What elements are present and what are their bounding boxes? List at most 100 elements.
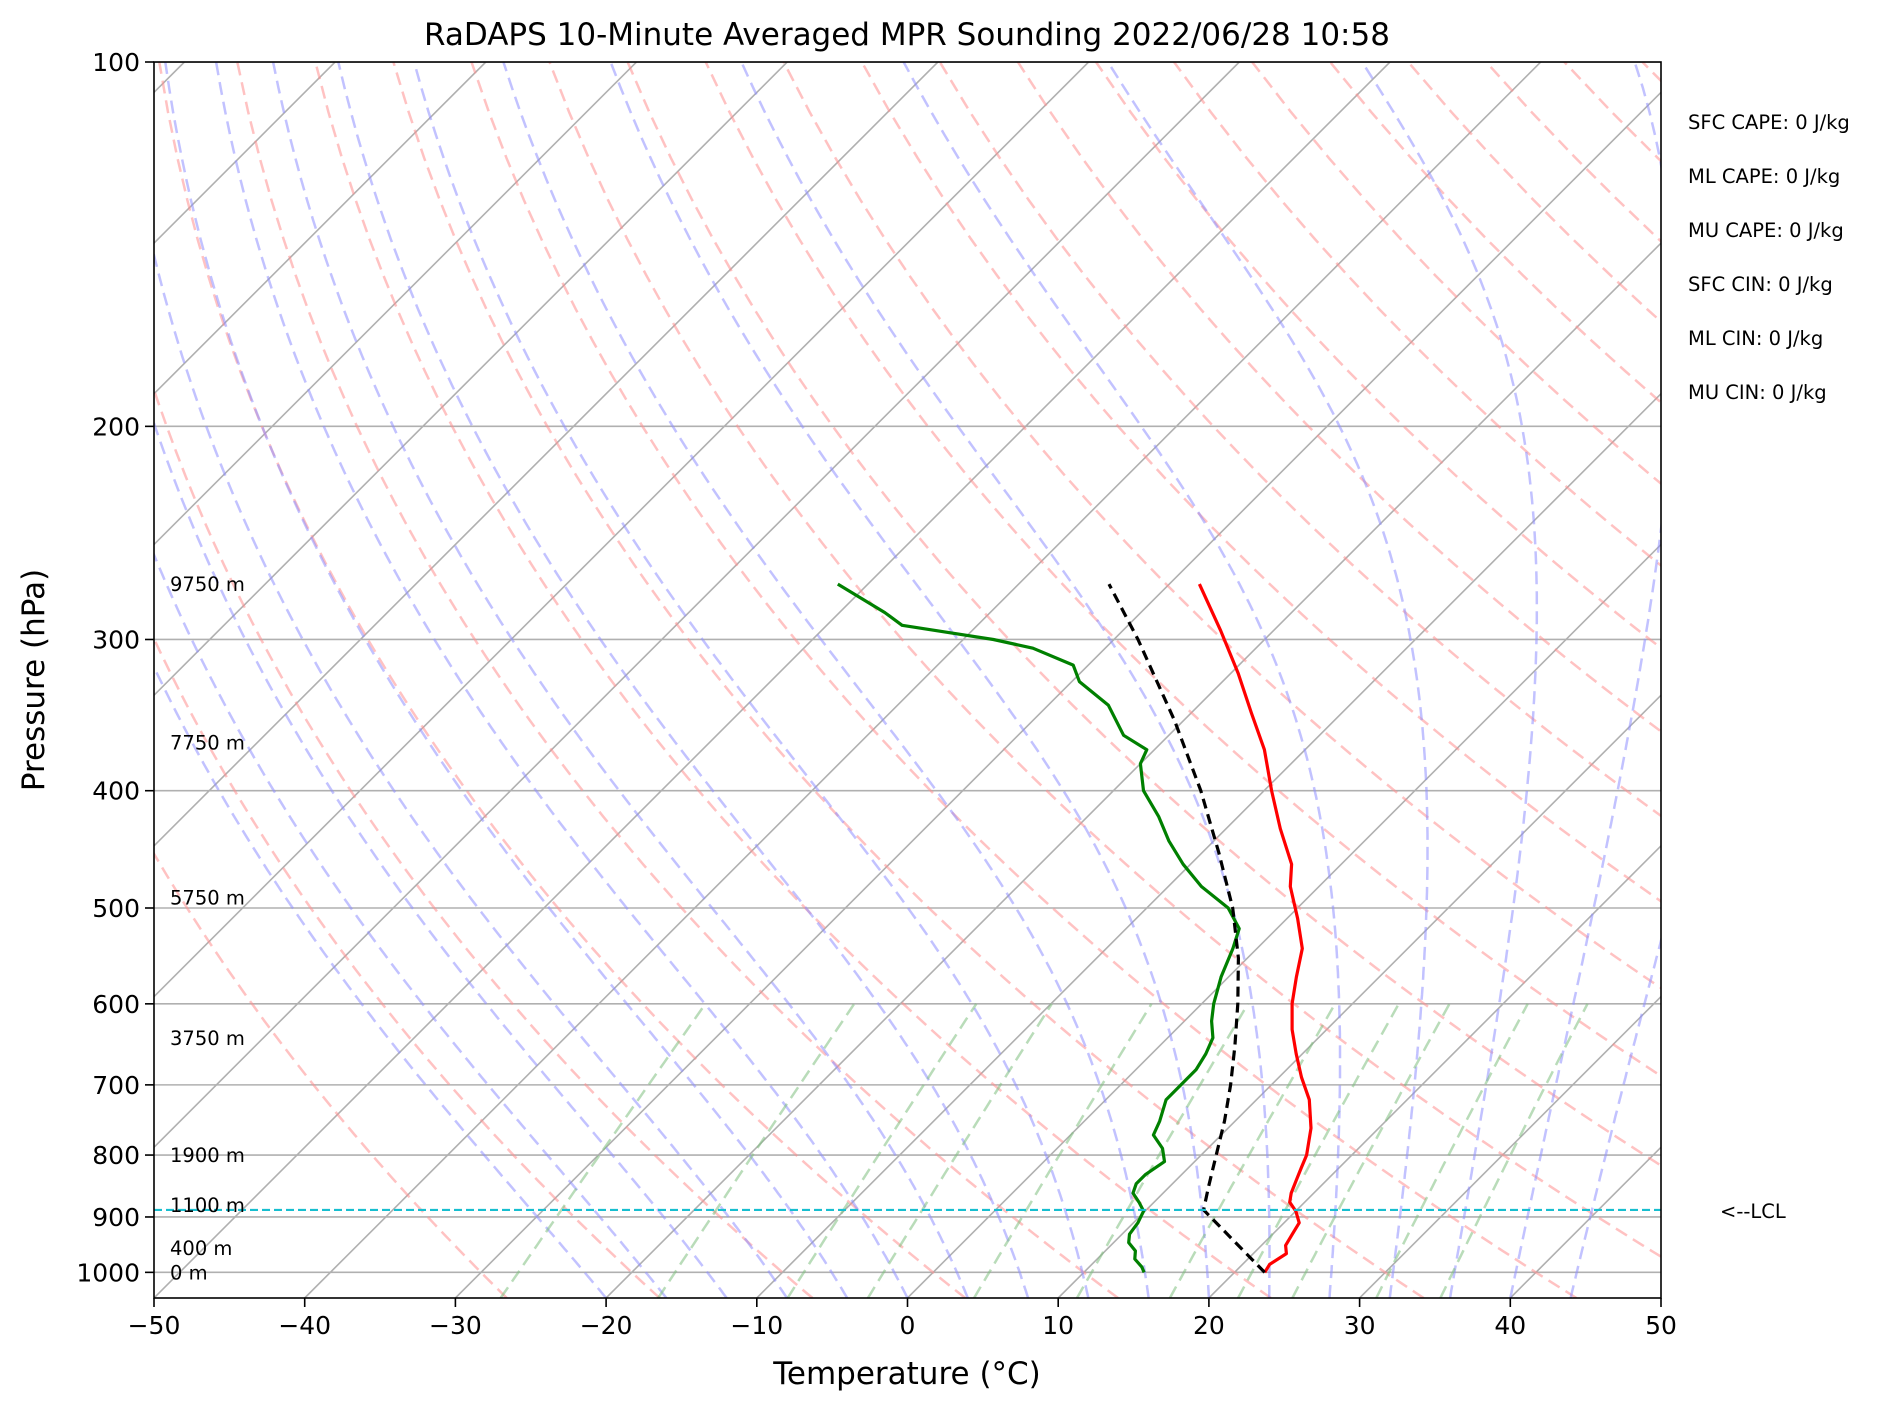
dry-adiabat-line xyxy=(158,62,967,1298)
dry-adiabat-line xyxy=(1172,62,1661,568)
x-tick-label: 30 xyxy=(1344,1311,1376,1340)
mixing-ratio-line xyxy=(973,1003,1153,1298)
moist-adiabat-line xyxy=(337,62,1030,1298)
isotherm-line xyxy=(1359,995,1661,1298)
mixing-ratio-line xyxy=(786,1003,978,1298)
y-tick-label: 400 xyxy=(92,777,140,806)
chart-title: RaDAPS 10-Minute Averaged MPR Sounding 2… xyxy=(424,17,1390,53)
y-tick-label: 800 xyxy=(92,1141,140,1170)
isotherm-line xyxy=(756,392,1661,1298)
height-label: 1100 m xyxy=(170,1194,245,1217)
x-tick-label: −40 xyxy=(278,1311,331,1340)
moist-adiabat-line xyxy=(1106,62,1429,1298)
y-tick-label: 1000 xyxy=(76,1258,140,1287)
plot-frame xyxy=(153,61,1662,1299)
dry-adiabat-line xyxy=(154,635,661,1298)
isotherm-line xyxy=(154,62,1090,998)
mixing-ratio-line xyxy=(1237,1003,1400,1298)
isotherm-line xyxy=(154,62,788,697)
dry-adiabat-line xyxy=(548,62,1661,1259)
height-label: 0 m xyxy=(170,1261,208,1284)
isotherm-line xyxy=(154,62,638,546)
x-tick-label: −30 xyxy=(429,1311,482,1340)
dry-adiabat-line xyxy=(1563,62,1661,163)
x-tick-label: 40 xyxy=(1494,1311,1526,1340)
isotherm-line xyxy=(304,62,1542,1298)
temperature-profile xyxy=(1197,583,1313,1274)
mixing-ratio-line xyxy=(866,1003,1053,1298)
x-tick-label: −50 xyxy=(128,1311,181,1340)
dry-adiabat-line xyxy=(1407,62,1661,324)
isotherm-line xyxy=(154,62,487,395)
y-tick-label: 600 xyxy=(92,990,140,1019)
series-layer xyxy=(154,582,1661,1274)
stability-index: MU CAPE: 0 J/kg xyxy=(1688,219,1844,242)
stability-index: ML CAPE: 0 J/kg xyxy=(1688,165,1840,188)
isotherm-line xyxy=(605,241,1661,1298)
moist-adiabat-line xyxy=(1509,62,1661,1298)
moist-adiabat-line xyxy=(164,62,849,1298)
stability-indices: SFC CAPE: 0 J/kg ML CAPE: 0 J/kg MU CAPE: … xyxy=(1688,111,1850,404)
height-label: 3750 m xyxy=(170,1027,245,1050)
dry-adiabat-line xyxy=(704,62,1661,1078)
x-tick-label: −20 xyxy=(580,1311,633,1340)
moist-adiabat-line xyxy=(214,62,909,1298)
dry-adiabat-line xyxy=(1799,62,1882,1298)
isotherm-line xyxy=(906,543,1661,1298)
x-tick-label: 10 xyxy=(1042,1311,1074,1340)
y-tick-label: 100 xyxy=(92,48,140,77)
x-tick-label: 50 xyxy=(1645,1311,1677,1340)
dry-adiabat-line xyxy=(1641,62,1661,83)
height-label: 7750 m xyxy=(170,732,245,755)
mixing-ratio-line xyxy=(1291,1003,1451,1298)
stability-index: ML CIN: 0 J/kg xyxy=(1688,327,1823,350)
mixing-ratio-line xyxy=(657,1003,856,1298)
height-label: 5750 m xyxy=(170,886,245,909)
isotherm-line xyxy=(154,62,1391,1298)
background-lines xyxy=(154,62,1882,1298)
stability-index: MU CIN: 0 J/kg xyxy=(1688,381,1827,404)
moist-adiabat-line xyxy=(154,664,608,1298)
dry-adiabat-line xyxy=(1016,62,1661,733)
x-tick-label: 20 xyxy=(1193,1311,1225,1340)
x-tick-label: 0 xyxy=(900,1311,916,1340)
moist-adiabat-line xyxy=(154,249,788,1298)
y-tick-label: 500 xyxy=(92,894,140,923)
height-label: 400 m xyxy=(170,1237,232,1260)
isotherm-line xyxy=(454,91,1661,1298)
dewpoint-profile xyxy=(836,582,1241,1274)
dry-adiabat-line xyxy=(1720,62,1882,1298)
mixing-ratio-line xyxy=(499,1003,707,1298)
dry-adiabat-line xyxy=(1251,62,1661,486)
height-label: 9750 m xyxy=(170,573,245,596)
dry-adiabat-line xyxy=(236,62,1119,1298)
dry-adiabat-line xyxy=(314,62,1272,1298)
mixing-ratio-line xyxy=(1375,1003,1529,1298)
moist-adiabat-line xyxy=(1569,935,1661,1298)
height-label: 1900 m xyxy=(170,1144,245,1167)
x-tick-label: −10 xyxy=(730,1311,783,1340)
dry-adiabat-line xyxy=(470,62,1578,1298)
dry-adiabat-line xyxy=(1094,62,1661,650)
moist-adiabat-line xyxy=(740,62,1271,1298)
moist-adiabat-line xyxy=(412,62,1090,1298)
y-tick-label: 300 xyxy=(92,625,140,654)
axis-ticks: −50 −40 −30 −20 −10 0 10 20 30 40 50 100 200 300 400 50… xyxy=(76,48,1677,1340)
y-axis-label: Pressure (hPa) xyxy=(16,569,52,791)
moist-adiabat-line xyxy=(609,62,1211,1298)
stability-index: SFC CIN: 0 J/kg xyxy=(1688,273,1833,296)
y-tick-label: 200 xyxy=(92,412,140,441)
dry-adiabat-line xyxy=(626,62,1661,1168)
dry-adiabat-line xyxy=(938,62,1661,818)
moist-adiabat-line xyxy=(502,62,1150,1298)
stability-index: SFC CAPE: 0 J/kg xyxy=(1688,111,1850,134)
y-tick-label: 700 xyxy=(92,1071,140,1100)
dry-adiabat-line xyxy=(392,62,1425,1298)
moist-adiabat-line xyxy=(902,62,1342,1298)
dry-adiabat-line xyxy=(860,62,1661,903)
isotherm-line xyxy=(154,62,939,848)
isotherm-line xyxy=(154,62,1240,1149)
moist-adiabat-line xyxy=(1361,62,1539,1298)
